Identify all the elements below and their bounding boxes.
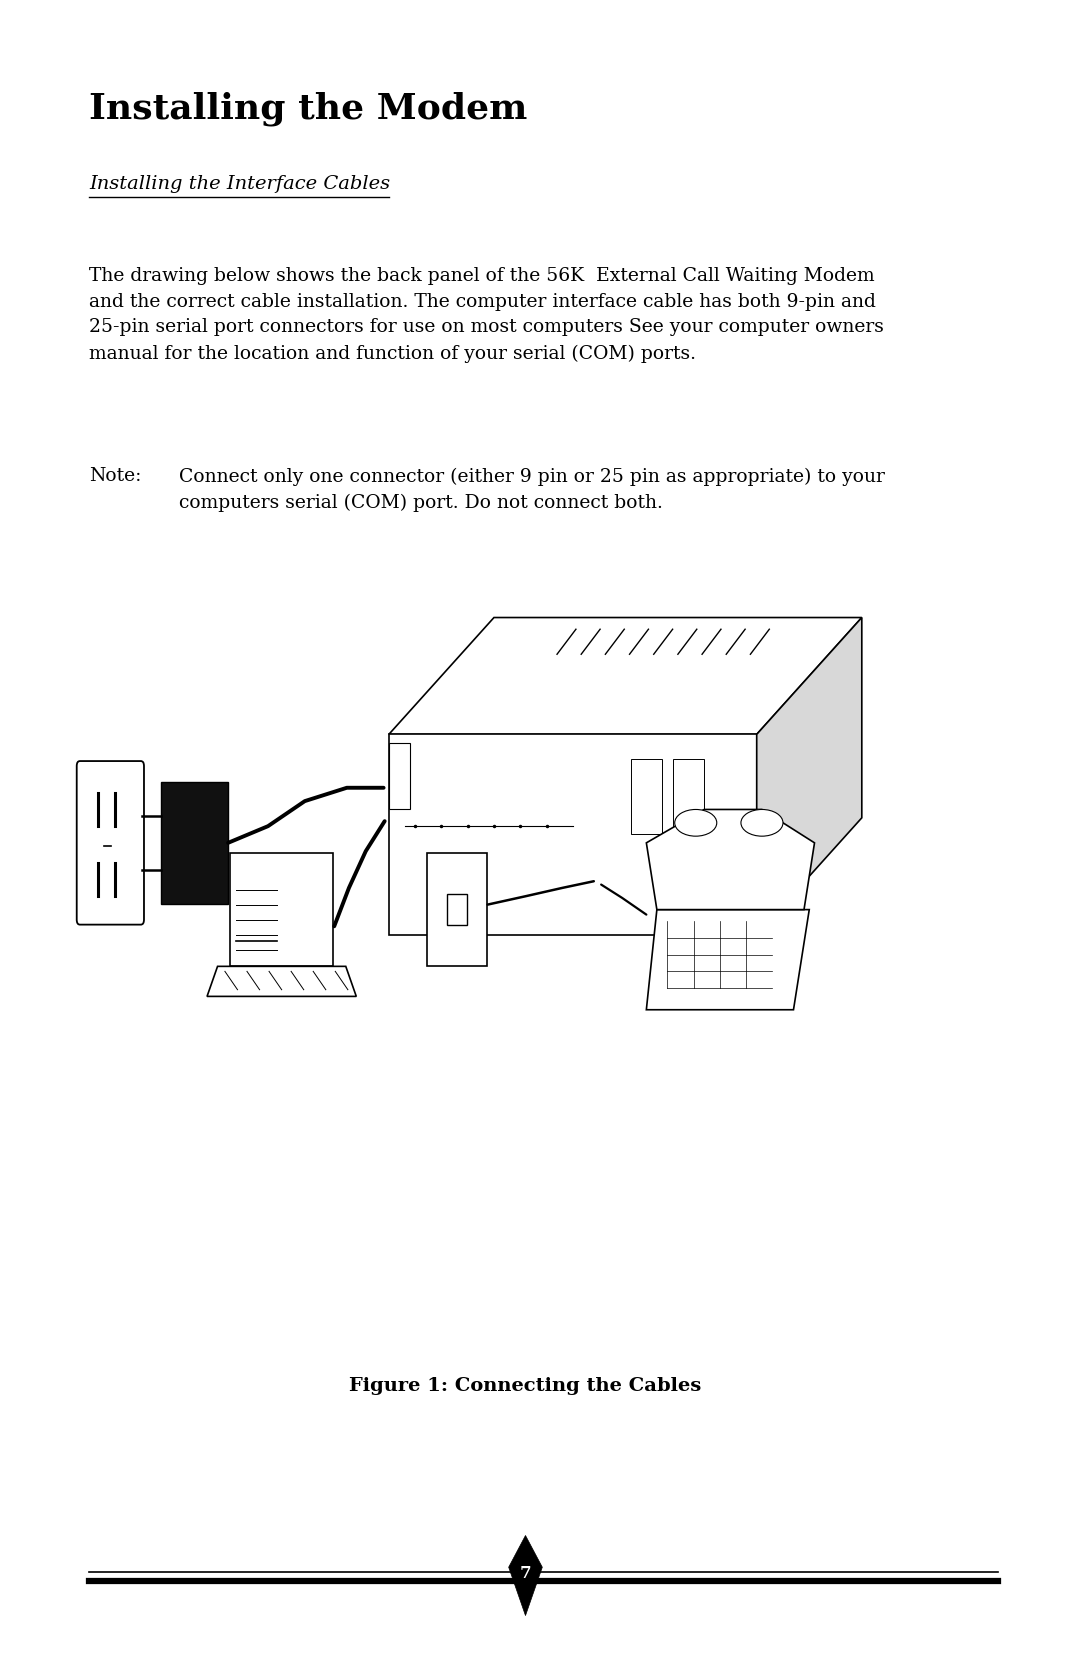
Polygon shape	[631, 759, 662, 834]
Bar	[447, 895, 468, 925]
Text: Figure 1: Connecting the Cables: Figure 1: Connecting the Cables	[349, 1377, 702, 1395]
Polygon shape	[673, 759, 704, 834]
Text: 7: 7	[519, 1566, 531, 1582]
Polygon shape	[389, 743, 410, 809]
Text: Note:: Note:	[90, 467, 141, 486]
Ellipse shape	[675, 809, 717, 836]
Polygon shape	[757, 618, 862, 935]
Polygon shape	[646, 809, 814, 910]
Bar	[161, 781, 228, 905]
Text: The drawing below shows the back panel of the 56K  External Call Waiting Modem
a: The drawing below shows the back panel o…	[90, 267, 885, 362]
Bar	[230, 853, 333, 966]
Bar	[428, 853, 487, 966]
Text: Installing the Modem: Installing the Modem	[90, 92, 528, 127]
FancyBboxPatch shape	[77, 761, 144, 925]
Ellipse shape	[741, 809, 783, 836]
Polygon shape	[389, 734, 757, 935]
Polygon shape	[509, 1535, 542, 1616]
Text: Installing the Interface Cables: Installing the Interface Cables	[90, 175, 391, 194]
Polygon shape	[207, 966, 356, 996]
Text: Connect only one connector (either 9 pin or 25 pin as appropriate) to your
compu: Connect only one connector (either 9 pin…	[178, 467, 885, 512]
Polygon shape	[646, 910, 809, 1010]
Polygon shape	[389, 618, 862, 734]
